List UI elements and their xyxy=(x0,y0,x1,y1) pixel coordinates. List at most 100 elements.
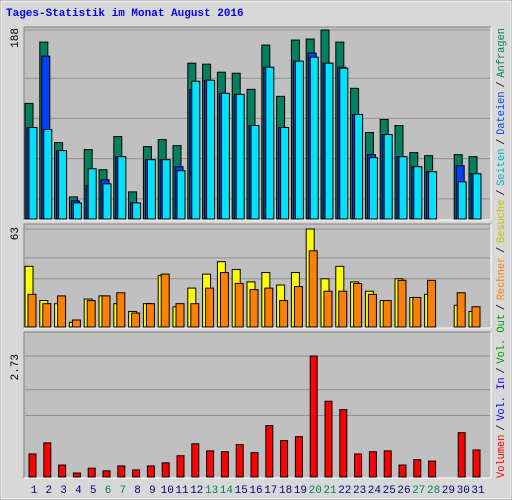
bar xyxy=(234,282,244,328)
bar xyxy=(472,173,482,220)
bar xyxy=(161,159,171,220)
bar xyxy=(131,312,141,328)
bar xyxy=(87,168,97,220)
x-tick-label: 23 xyxy=(353,485,366,497)
bar xyxy=(87,467,96,478)
bar xyxy=(102,183,112,220)
bar xyxy=(220,92,230,220)
x-tick-label: 10 xyxy=(161,485,174,497)
x-tick-label: 7 xyxy=(119,485,126,497)
bar xyxy=(191,443,200,478)
bar xyxy=(324,62,334,220)
bar xyxy=(28,127,38,220)
bar xyxy=(456,292,466,328)
x-tick-label: 11 xyxy=(175,485,189,497)
bar xyxy=(368,451,377,478)
x-tick-label: 8 xyxy=(134,485,141,497)
bar xyxy=(428,460,437,478)
bar xyxy=(279,300,289,328)
bar xyxy=(72,472,81,478)
x-tick-label: 4 xyxy=(75,485,82,497)
x-tick-label: 27 xyxy=(412,485,425,497)
bar xyxy=(146,159,156,220)
bar xyxy=(146,465,155,478)
bar xyxy=(368,157,378,220)
bar xyxy=(472,449,481,478)
bar xyxy=(117,156,127,220)
bar xyxy=(57,295,67,328)
x-tick-label: 13 xyxy=(205,485,218,497)
bar xyxy=(338,290,348,328)
x-tick-label: 18 xyxy=(279,485,292,497)
x-tick-label: 9 xyxy=(149,485,156,497)
bar xyxy=(43,442,52,478)
bar xyxy=(339,67,349,220)
bar xyxy=(72,202,82,220)
bar xyxy=(175,303,185,328)
x-tick-label: 19 xyxy=(294,485,307,497)
legend-separator: / xyxy=(496,81,508,87)
x-tick-label: 30 xyxy=(457,485,470,497)
bar xyxy=(206,450,215,478)
bar xyxy=(457,181,467,220)
bar xyxy=(27,293,37,328)
x-tick-label: 29 xyxy=(442,485,455,497)
x-tick-label: 17 xyxy=(264,485,277,497)
bar xyxy=(58,150,68,220)
y-tick-label: 2.73 xyxy=(10,354,22,380)
bar xyxy=(383,134,393,220)
bar xyxy=(428,171,438,220)
legend-separator: / xyxy=(496,425,508,431)
legend-separator: / xyxy=(496,304,508,310)
bar xyxy=(132,202,142,220)
bar xyxy=(176,455,185,478)
bar xyxy=(398,156,408,220)
x-tick-label: 1 xyxy=(31,485,38,497)
bar xyxy=(367,293,377,328)
x-tick-label: 22 xyxy=(338,485,351,497)
bar xyxy=(219,272,229,328)
bar xyxy=(280,127,290,220)
bar xyxy=(265,425,274,478)
legend-entry: Seiten xyxy=(496,149,508,186)
legend-entry: Besuche xyxy=(496,200,508,243)
bar xyxy=(176,170,186,220)
x-tick-label: 28 xyxy=(427,485,440,497)
bar xyxy=(309,355,318,478)
legend-separator: / xyxy=(496,247,508,253)
bar xyxy=(383,450,392,478)
legend-entry: Dateien xyxy=(496,91,508,134)
legend-entry: Vol. In xyxy=(496,377,508,420)
bar xyxy=(471,306,481,328)
legend-separator: / xyxy=(496,367,508,373)
bar xyxy=(398,464,407,478)
bar xyxy=(309,56,319,220)
bar xyxy=(264,287,274,328)
bar xyxy=(412,296,422,328)
legend-entry: Rechner xyxy=(496,257,508,300)
bar xyxy=(235,93,245,220)
legend-entry: Volumen xyxy=(496,435,508,478)
x-tick-label: 16 xyxy=(249,485,262,497)
legend: Volumen / Vol. In / Vol. Out / Rechner / Besuche… xyxy=(496,28,508,478)
bar xyxy=(235,444,244,478)
bar xyxy=(161,462,170,478)
bar xyxy=(71,319,81,328)
bar xyxy=(280,440,289,478)
x-tick-label: 2 xyxy=(45,485,52,497)
bar xyxy=(294,60,304,220)
bar xyxy=(206,79,216,220)
bar xyxy=(457,432,466,478)
legend-separator: / xyxy=(496,139,508,145)
x-tick-label: 25 xyxy=(383,485,396,497)
bar xyxy=(220,451,229,478)
bar xyxy=(413,459,422,478)
bar xyxy=(323,290,333,328)
bar xyxy=(145,303,155,328)
bar xyxy=(132,469,141,478)
bar xyxy=(249,289,259,328)
bar xyxy=(265,66,275,220)
x-tick-label: 26 xyxy=(397,485,410,497)
chart-title: Tages-Statistik im Monat August 2016 xyxy=(6,8,244,20)
bar xyxy=(397,279,407,328)
